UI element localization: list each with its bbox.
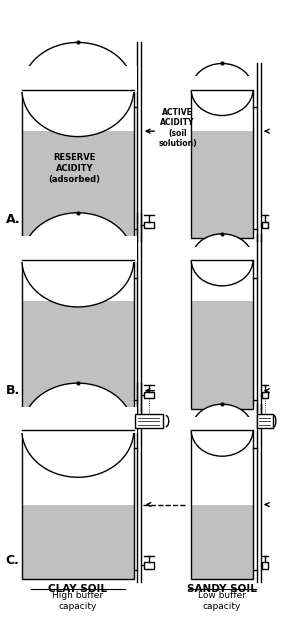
- Bar: [22, 260, 134, 409]
- Bar: [191, 430, 253, 579]
- Ellipse shape: [22, 383, 134, 478]
- Ellipse shape: [191, 404, 253, 456]
- Text: B.: B.: [6, 384, 20, 397]
- Text: RESERVE
ACIDITY
(adsorbed): RESERVE ACIDITY (adsorbed): [49, 152, 100, 184]
- Bar: [191, 504, 253, 579]
- Bar: [262, 562, 268, 569]
- Bar: [262, 392, 268, 398]
- Bar: [22, 131, 134, 238]
- Text: CLAY SOIL: CLAY SOIL: [48, 584, 107, 594]
- Bar: [144, 562, 154, 569]
- Bar: [144, 221, 154, 228]
- Text: A.: A.: [6, 213, 20, 226]
- Bar: [188, 417, 256, 431]
- Text: SANDY SOIL: SANDY SOIL: [187, 584, 257, 594]
- Bar: [19, 407, 137, 432]
- Bar: [135, 414, 164, 428]
- Ellipse shape: [22, 42, 134, 137]
- Bar: [144, 392, 154, 398]
- Bar: [191, 89, 253, 238]
- Ellipse shape: [22, 213, 134, 307]
- Ellipse shape: [191, 234, 253, 286]
- Bar: [262, 221, 268, 228]
- Bar: [22, 89, 134, 238]
- Bar: [191, 301, 253, 409]
- Ellipse shape: [191, 64, 253, 116]
- Bar: [191, 260, 253, 409]
- Text: High buffer
capacity: High buffer capacity: [52, 591, 104, 611]
- Bar: [22, 504, 134, 579]
- Bar: [257, 414, 273, 428]
- Bar: [188, 76, 256, 91]
- Bar: [191, 131, 253, 238]
- Text: C.: C.: [6, 554, 20, 567]
- Bar: [19, 236, 137, 262]
- Bar: [19, 66, 137, 92]
- Bar: [22, 301, 134, 409]
- Bar: [188, 247, 256, 261]
- Text: ACTIVE
ACIDITY
(soil
solution): ACTIVE ACIDITY (soil solution): [158, 108, 197, 148]
- Text: Low buffer
capacity: Low buffer capacity: [198, 591, 246, 611]
- Bar: [22, 430, 134, 579]
